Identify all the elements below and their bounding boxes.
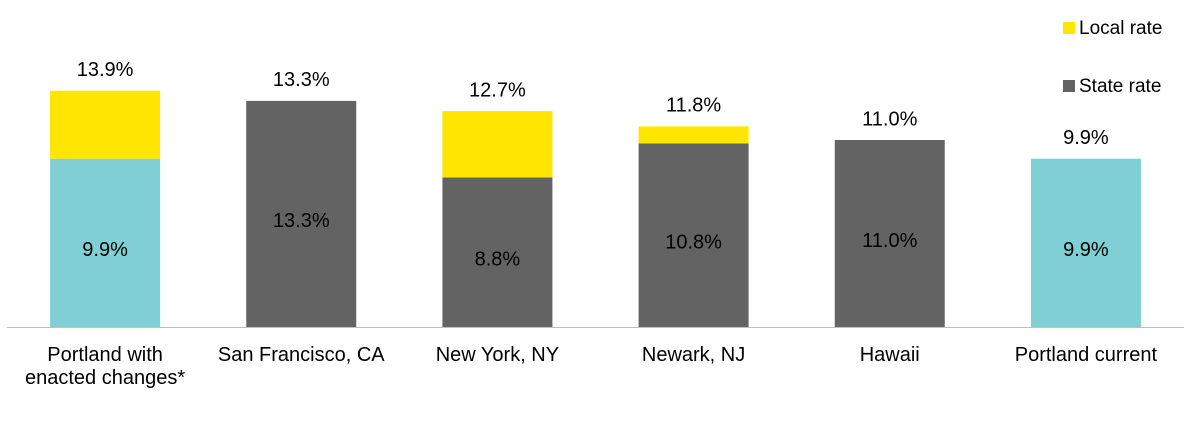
total-label: 12.7% bbox=[469, 79, 526, 101]
bar-segment bbox=[246, 100, 357, 328]
bar-segment bbox=[50, 158, 161, 327]
bar-segment bbox=[442, 177, 553, 327]
data-label: 9.9% bbox=[1063, 239, 1109, 261]
data-label: 9.9% bbox=[82, 239, 128, 261]
total-label: 13.9% bbox=[77, 59, 134, 81]
x-tick-label: Newark, NJ bbox=[641, 344, 746, 366]
data-label: 10.8% bbox=[665, 231, 722, 253]
legend-swatch bbox=[1063, 80, 1075, 92]
total-label: 13.3% bbox=[273, 69, 330, 91]
x-tick-label: New York, NY bbox=[435, 344, 560, 366]
legend-label: State rate bbox=[1079, 76, 1161, 97]
total-label: 11.0% bbox=[862, 108, 917, 130]
bar-segment bbox=[50, 90, 161, 159]
x-tick-label: Portland current bbox=[1014, 344, 1158, 366]
legend-swatch bbox=[1063, 22, 1075, 34]
data-label: 8.8% bbox=[475, 248, 521, 270]
x-tick-label: Portland with enacted changes* bbox=[25, 344, 186, 389]
data-label: 13.3% bbox=[273, 210, 330, 232]
bar-segment bbox=[834, 140, 945, 327]
x-tick-label: Hawaii bbox=[859, 344, 920, 366]
x-tick-label: San Francisco, CA bbox=[217, 344, 385, 366]
bar-segment bbox=[638, 126, 749, 144]
total-label: 11.8% bbox=[666, 95, 721, 117]
bar-segment bbox=[442, 111, 553, 178]
legend-label: Local rate bbox=[1079, 18, 1162, 39]
data-label: 11.0% bbox=[862, 230, 917, 252]
bar-segment bbox=[638, 143, 749, 327]
total-label: 9.9% bbox=[1063, 127, 1109, 149]
bar-segment bbox=[1030, 158, 1141, 327]
